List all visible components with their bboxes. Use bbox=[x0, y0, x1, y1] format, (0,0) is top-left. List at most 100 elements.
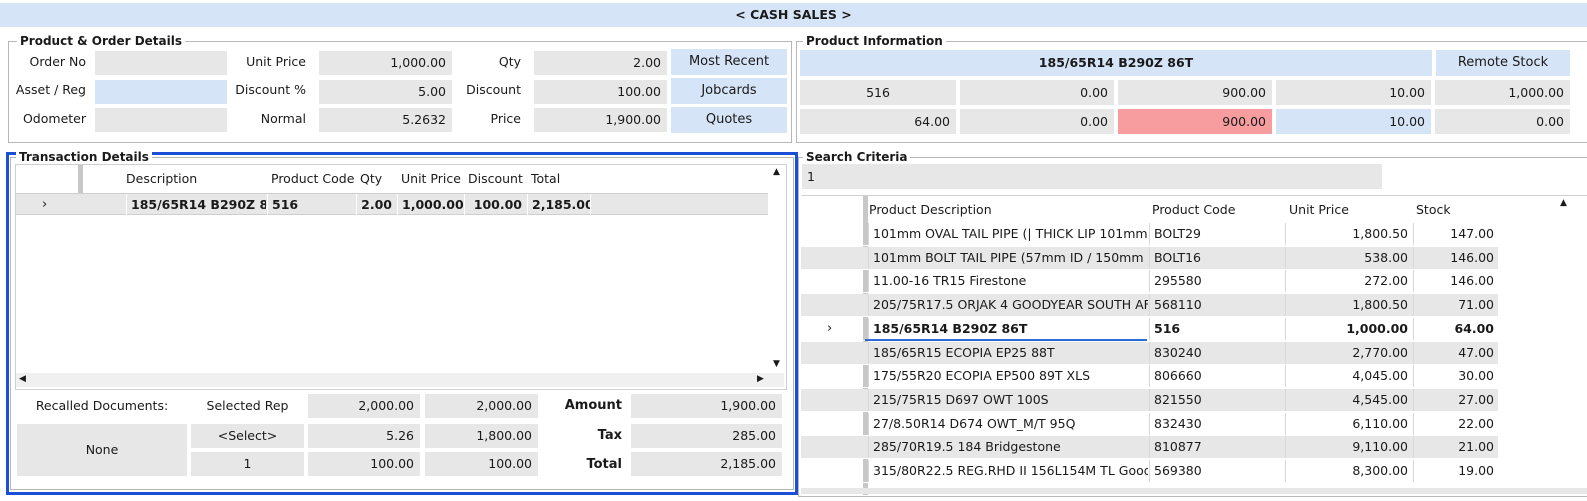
search-result-row[interactable]: 101mm OVAL TAIL PIPE (| THICK LIP 101mm … bbox=[801, 223, 1498, 246]
recalled-documents-list[interactable]: None bbox=[17, 424, 187, 476]
window-title: < CASH SALES > bbox=[0, 3, 1587, 27]
search-input[interactable]: 1 bbox=[802, 164, 1382, 189]
discount-field[interactable]: 100.00 bbox=[534, 80, 667, 104]
col-product-description[interactable]: Product Description bbox=[869, 202, 992, 217]
search-result-row[interactable]: › 185/65R14 B290Z 86T 516 1,000.00 64.00 bbox=[801, 317, 1498, 341]
result-stock: 22.00 bbox=[1413, 412, 1498, 435]
summary-b3: 100.00 bbox=[425, 452, 538, 476]
col-search-unit-price[interactable]: Unit Price bbox=[1289, 202, 1349, 217]
price-label: Price bbox=[490, 111, 522, 126]
info-field-r1c2: 0.00 bbox=[960, 80, 1114, 105]
result-code: 832430 bbox=[1149, 412, 1284, 435]
info-field-r2c4: 10.00 bbox=[1276, 109, 1431, 134]
search-result-row[interactable]: 185/65R15 ECOPIA EP25 88T 830240 2,770.00 4… bbox=[801, 341, 1498, 365]
result-description: 285/70R19.5 184 Bridgestone bbox=[868, 436, 1148, 459]
result-unit-price: 538.00 bbox=[1285, 246, 1412, 269]
horizontal-scrollbar[interactable] bbox=[16, 373, 784, 387]
search-result-row[interactable]: 285/70R19.5 184 Bridgestone 810877 9,110.0… bbox=[801, 436, 1498, 460]
normal-field[interactable]: 5.2632 bbox=[319, 108, 452, 132]
most-recent-button[interactable]: Most Recent bbox=[671, 49, 787, 75]
row-description: 185/65R14 B290Z 86T bbox=[126, 194, 266, 216]
info-field-r2c5: 0.00 bbox=[1435, 109, 1570, 134]
result-code: 830240 bbox=[1149, 341, 1284, 364]
jobcards-button[interactable]: Jobcards bbox=[671, 78, 787, 104]
remote-stock-button[interactable]: Remote Stock bbox=[1436, 50, 1570, 76]
col-unit-price[interactable]: Unit Price bbox=[401, 171, 461, 186]
result-description: 205/75R17.5 ORJAK 4 GOODYEAR SOUTH AFRI bbox=[868, 294, 1148, 317]
search-result-row[interactable]: 315/80R22.5 REG.RHD II 156L154M TL Goody… bbox=[801, 460, 1498, 483]
transaction-group: Transaction Details bbox=[10, 150, 794, 490]
scroll-down-arrow-icon[interactable]: ▼ bbox=[773, 359, 780, 369]
col-description[interactable]: Description bbox=[126, 171, 198, 186]
result-code: 516 bbox=[1149, 317, 1284, 340]
search-scroll-up-icon[interactable]: ▲ bbox=[1560, 198, 1567, 208]
odometer-field[interactable] bbox=[95, 108, 227, 132]
discount-pct-field[interactable]: 5.00 bbox=[319, 80, 452, 104]
product-info-group: Product Information bbox=[796, 34, 1587, 143]
result-code: BOLT16 bbox=[1149, 246, 1284, 269]
search-grid-bottom-strip bbox=[801, 488, 1587, 494]
asset-reg-field[interactable] bbox=[95, 80, 227, 104]
qty-field[interactable]: 2.00 bbox=[534, 51, 667, 75]
order-no-label: Order No bbox=[29, 54, 87, 69]
result-unit-price: 272.00 bbox=[1285, 270, 1412, 293]
row-unit-price: 1,000.00 bbox=[397, 194, 463, 216]
search-rows-container: 101mm OVAL TAIL PIPE (| THICK LIP 101mm … bbox=[801, 223, 1498, 488]
info-stock-field: 516 bbox=[800, 80, 956, 105]
search-result-row[interactable]: 11.00-16 TR15 Firestone 295580 272.00 146.0… bbox=[801, 270, 1498, 294]
result-description: 27/8.50R14 D674 OWT_M/T 95Q bbox=[868, 412, 1148, 435]
rep-number-field: 1 bbox=[191, 452, 304, 476]
tax-label: Tax bbox=[597, 428, 622, 443]
order-no-field[interactable] bbox=[95, 51, 227, 75]
col-discount[interactable]: Discount bbox=[468, 171, 523, 186]
result-description: 185/65R15 ECOPIA EP25 88T bbox=[868, 341, 1148, 364]
rep-select[interactable]: <Select> bbox=[191, 424, 304, 448]
quotes-button[interactable]: Quotes bbox=[671, 107, 787, 133]
result-stock: 71.00 bbox=[1413, 294, 1498, 317]
qty-label: Qty bbox=[498, 54, 521, 69]
result-description: 101mm BOLT TAIL PIPE (57mm ID / 150mm LO bbox=[868, 246, 1148, 269]
result-description: 215/75R15 D697 OWT 100S bbox=[868, 388, 1148, 411]
search-result-row[interactable]: 101mm BOLT TAIL PIPE (57mm ID / 150mm LO… bbox=[801, 246, 1498, 270]
result-unit-price: 4,545.00 bbox=[1285, 388, 1412, 411]
chevron-right-icon: › bbox=[827, 320, 833, 336]
scroll-up-arrow-icon[interactable]: ▲ bbox=[773, 167, 780, 177]
result-unit-price: 2,770.00 bbox=[1285, 341, 1412, 364]
info-field-r1c3: 900.00 bbox=[1118, 80, 1272, 105]
product-name-display: 185/65R14 B290Z 86T bbox=[800, 50, 1432, 76]
product-info-legend: Product Information bbox=[803, 34, 946, 48]
search-result-row[interactable]: 27/8.50R14 D674 OWT_M/T 95Q 832430 6,110.0… bbox=[801, 412, 1498, 436]
normal-label: Normal bbox=[260, 111, 306, 126]
row-qty: 2.00 bbox=[356, 194, 396, 216]
result-stock: 146.00 bbox=[1413, 270, 1498, 293]
result-code: 569380 bbox=[1149, 460, 1284, 482]
scroll-right-arrow-icon[interactable]: ▶ bbox=[757, 374, 764, 384]
total-field: 2,185.00 bbox=[631, 452, 782, 476]
order-details-legend: Product & Order Details bbox=[17, 34, 186, 48]
col-qty[interactable]: Qty bbox=[360, 171, 383, 186]
result-stock: 19.00 bbox=[1413, 460, 1498, 482]
info-field-r2c1: 64.00 bbox=[800, 109, 956, 134]
order-details-group: Product & Order Details bbox=[8, 34, 792, 143]
scroll-left-arrow-icon[interactable]: ◀ bbox=[19, 374, 26, 384]
price-field[interactable]: 1,900.00 bbox=[534, 108, 667, 132]
search-result-row[interactable]: 205/75R17.5 ORJAK 4 GOODYEAR SOUTH AFRI 5… bbox=[801, 294, 1498, 318]
total-label: Total bbox=[586, 457, 622, 472]
search-result-row[interactable]: 175/55R20 ECOPIA EP500 89T XLS 806660 4,04… bbox=[801, 365, 1498, 389]
result-stock: 147.00 bbox=[1413, 223, 1498, 245]
result-description: 175/55R20 ECOPIA EP500 89T XLS bbox=[868, 365, 1148, 388]
result-code: BOLT29 bbox=[1149, 223, 1284, 245]
col-product-code[interactable]: Product Code bbox=[271, 171, 355, 186]
col-search-stock[interactable]: Stock bbox=[1416, 202, 1451, 217]
col-total[interactable]: Total bbox=[531, 171, 561, 186]
search-result-row[interactable]: 215/75R15 D697 OWT 100S 821550 4,545.00 27.… bbox=[801, 388, 1498, 412]
unit-price-field[interactable]: 1,000.00 bbox=[319, 51, 452, 75]
amount-label: Amount bbox=[564, 398, 622, 413]
recalled-documents-label: Recalled Documents: bbox=[35, 398, 169, 413]
row-discount: 100.00 bbox=[464, 194, 526, 216]
transaction-grid-splitter bbox=[78, 165, 83, 215]
transaction-row[interactable]: › 185/65R14 B290Z 86T 516 2.00 1,000.00 … bbox=[16, 193, 768, 216]
odometer-label: Odometer bbox=[22, 111, 86, 126]
transaction-highlight-frame bbox=[6, 152, 798, 495]
col-search-product-code[interactable]: Product Code bbox=[1152, 202, 1236, 217]
